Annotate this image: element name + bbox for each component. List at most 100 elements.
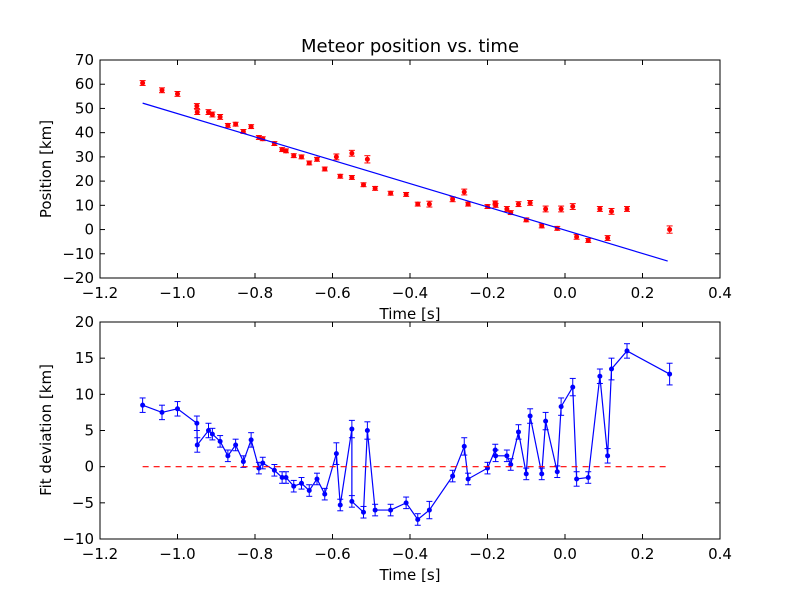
position-data-point — [426, 201, 432, 207]
deviation-data-point — [403, 500, 409, 506]
deviation-x-tick-label: −0.8 — [237, 545, 273, 563]
deviation-x-tick-label: −0.2 — [469, 545, 505, 563]
deviation-x-tick-label: 0.0 — [553, 545, 577, 563]
position-axis-ticks: −1.2 −1.0 −0.8 −0.6 −0.4 −0.2 0.0 0.2 0.4 −20 −10 0… — [62, 51, 732, 302]
deviation-x-tick-label: −1.2 — [82, 545, 118, 563]
deviation-data-point — [291, 483, 297, 489]
position-x-tick-label: 0.2 — [631, 284, 655, 302]
position-data-point — [314, 156, 320, 162]
position-data-point — [605, 235, 611, 241]
position-x-tick-label: 0.4 — [708, 284, 732, 302]
deviation-y-tick-label: 10 — [75, 385, 94, 403]
position-data-point — [504, 206, 510, 212]
deviation-data-point — [605, 453, 611, 459]
position-data-point — [306, 160, 312, 166]
deviation-data-point — [388, 507, 394, 513]
deviation-data-point — [175, 406, 180, 412]
position-data-point — [291, 153, 297, 159]
deviation-data-point — [493, 453, 499, 459]
deviation-chart: −1.2 −1.0 −0.8 −0.6 −0.4 −0.2 0.0 0.2 0.4 −10 −5 0 5… — [37, 313, 732, 584]
deviation-data-point — [504, 453, 510, 459]
deviation-y-tick-label: −10 — [62, 530, 94, 548]
position-chart: Meteor position vs. time −1.2 −1.0 −0.8 −0.… — [37, 36, 732, 323]
deviation-data-point — [217, 438, 223, 444]
position-data-point — [337, 173, 343, 179]
deviation-data-point — [206, 428, 211, 433]
deviation-data-point — [361, 509, 366, 515]
position-y-tick-label: 10 — [75, 196, 94, 214]
position-data-point — [543, 206, 549, 212]
deviation-data-point — [299, 480, 304, 486]
deviation-plot-content — [139, 343, 673, 526]
deviation-data-point — [283, 475, 289, 481]
deviation-data-point — [523, 471, 529, 477]
deviation-y-tick-label: −5 — [72, 494, 94, 512]
deviation-x-tick-label: −0.4 — [392, 545, 428, 563]
position-data-point — [624, 206, 630, 212]
position-data-point — [372, 185, 378, 191]
deviation-data-point — [209, 431, 215, 437]
position-y-tick-label: 30 — [75, 148, 94, 166]
position-data-point — [140, 80, 146, 86]
position-data-point — [465, 201, 471, 207]
position-x-tick-label: −0.4 — [392, 284, 428, 302]
deviation-x-axis-label: Time [s] — [379, 566, 441, 584]
position-y-axis-label: Position [km] — [37, 120, 55, 218]
position-plot-content — [139, 80, 673, 262]
position-data-point — [217, 114, 223, 120]
deviation-data-point — [194, 442, 200, 448]
position-chart-title: Meteor position vs. time — [301, 36, 519, 57]
position-data-point — [322, 166, 328, 172]
deviation-x-tick-label: 0.4 — [708, 545, 732, 563]
deviation-data-point — [585, 475, 591, 481]
position-data-point — [233, 121, 239, 127]
deviation-data-point — [140, 402, 146, 408]
deviation-data-point — [364, 428, 370, 433]
deviation-y-tick-label: 0 — [84, 458, 94, 476]
deviation-data-point — [516, 429, 521, 435]
deviation-data-point — [333, 451, 339, 457]
deviation-x-tick-label: −1.0 — [159, 545, 195, 563]
position-data-point — [349, 174, 355, 180]
position-data-point — [527, 200, 533, 206]
position-data-point — [574, 234, 580, 240]
position-data-point — [570, 204, 576, 210]
position-data-point — [364, 156, 370, 162]
position-y-tick-label: −10 — [62, 245, 94, 263]
position-y-tick-label: 20 — [75, 172, 94, 190]
deviation-data-point — [508, 461, 514, 467]
deviation-data-point — [465, 476, 471, 482]
deviation-data-point — [314, 476, 320, 482]
position-data-point — [558, 206, 564, 212]
position-y-tick-label: 40 — [75, 124, 94, 142]
position-y-tick-label: −20 — [62, 269, 94, 287]
position-data-point — [159, 87, 165, 93]
position-data-point — [194, 103, 200, 109]
position-data-point — [283, 148, 289, 154]
deviation-data-point — [159, 409, 165, 415]
position-data-point — [539, 223, 545, 229]
position-data-point — [450, 196, 456, 202]
deviation-data-point — [271, 467, 277, 473]
position-data-point — [175, 91, 180, 97]
position-data-point — [209, 112, 215, 117]
position-x-tick-label: −1.0 — [159, 284, 195, 302]
position-data-point — [248, 124, 254, 130]
position-x-tick-label: −0.6 — [314, 284, 350, 302]
position-data-point — [299, 154, 304, 160]
deviation-data-point — [322, 491, 328, 497]
position-data-point — [403, 191, 409, 197]
deviation-data-point — [539, 471, 545, 477]
position-y-tick-label: 70 — [75, 51, 94, 69]
deviation-data-point — [574, 476, 580, 482]
position-data-point — [461, 189, 467, 195]
position-data-point — [493, 202, 499, 208]
position-data-point — [349, 150, 355, 156]
position-data-point — [609, 208, 614, 214]
position-data-point — [667, 227, 673, 233]
deviation-data-point — [248, 437, 254, 443]
deviation-y-tick-label: 15 — [75, 349, 94, 367]
deviation-axis-ticks: −1.2 −1.0 −0.8 −0.6 −0.4 −0.2 0.0 0.2 0.4 −10 −5 0 5… — [62, 313, 732, 563]
